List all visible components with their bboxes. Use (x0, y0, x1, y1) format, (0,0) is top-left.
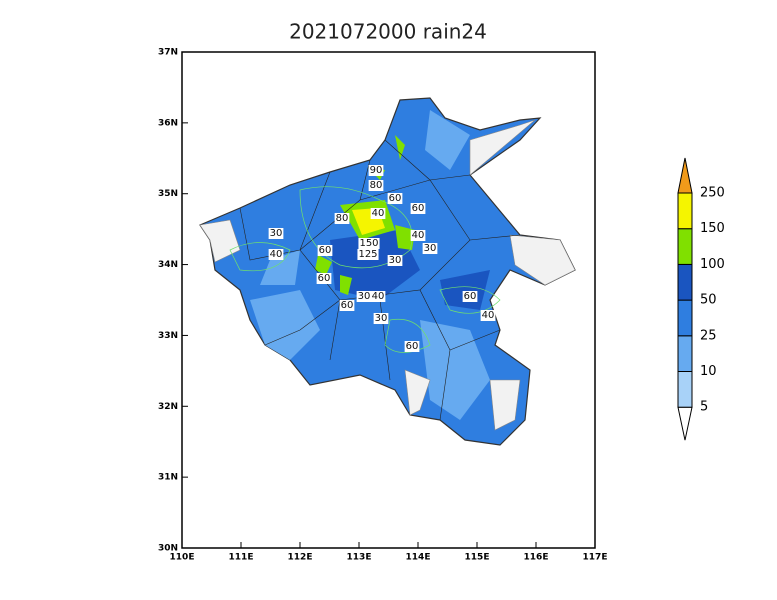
contour-label-box (357, 249, 379, 260)
contour-label: 60 (319, 245, 332, 256)
y-tick-label: 34N (158, 260, 178, 270)
contour-label: 30 (270, 228, 283, 239)
x-tick-label: 115E (465, 553, 490, 563)
colorbar-label: 150 (700, 221, 725, 236)
contour-label-box (356, 291, 372, 302)
colorbar-top-triangle (677, 157, 693, 194)
dry-areas (199, 119, 576, 431)
contour-label-box (358, 238, 380, 249)
map-frame (181, 51, 596, 549)
contour-label-box (268, 249, 284, 260)
colorbar-box (677, 263, 693, 301)
contours (229, 186, 501, 353)
contour-label: 60 (412, 203, 425, 214)
contour-label: 30 (389, 255, 402, 266)
colorbar-label: 10 (700, 364, 717, 379)
contour-label: 90 (370, 165, 383, 176)
contour-label-box (480, 310, 496, 321)
contour-label-box (422, 243, 438, 254)
y-tick-label: 37N (158, 48, 178, 58)
y-tick-label: 36N (158, 118, 178, 128)
contour-label: 30 (375, 313, 388, 324)
contour-label-box (404, 341, 420, 352)
contour-label-box (373, 313, 389, 324)
x-tick-label: 114E (406, 553, 431, 563)
colorbar-box (677, 228, 693, 265)
contour-label: 40 (372, 208, 385, 219)
y-tick-label: 32N (158, 402, 178, 412)
contour-label: 30 (358, 291, 371, 302)
contour-label-box (368, 180, 384, 191)
contour-label: 40 (270, 249, 283, 260)
colorbar-box (677, 335, 693, 372)
colorbar-box (677, 192, 693, 230)
contour-label-box (317, 245, 333, 256)
y-tick-label: 30N (158, 544, 178, 554)
contour-label-box (334, 213, 350, 224)
colorbar-bottom-triangle (677, 406, 693, 441)
contour-label: 30 (424, 243, 437, 254)
contour-label: 60 (318, 273, 331, 284)
contour-label-box (462, 291, 478, 302)
x-tick-label: 113E (347, 553, 372, 563)
contour-label-box (339, 300, 355, 311)
contour-label-box (316, 273, 332, 284)
contour-label: 40 (412, 230, 425, 241)
contour-label-box (368, 165, 384, 176)
contour-label: 60 (464, 291, 477, 302)
contour-label: 40 (372, 291, 385, 302)
contour-label: 40 (482, 310, 495, 321)
contour-label-box (387, 255, 403, 266)
contour-label-box (410, 203, 426, 214)
x-tick-label: 116E (524, 553, 549, 563)
colorbar-label: 100 (700, 257, 725, 272)
contour-label: 60 (341, 300, 354, 311)
colorbar-box (677, 299, 693, 337)
x-tick-label: 112E (288, 553, 313, 563)
light-areas (250, 110, 490, 420)
x-tick-label: 111E (229, 553, 254, 563)
contour-label: 150 (359, 238, 378, 249)
contour-label-box (370, 208, 386, 219)
colorbar-label: 25 (700, 328, 717, 343)
colorbar-label: 250 (700, 186, 725, 201)
contour-label: 60 (406, 341, 419, 352)
title: 2021072000 rain24 (289, 20, 487, 44)
y-tick-label: 35N (158, 189, 178, 199)
contour-label-box (370, 291, 386, 302)
x-tick-label: 110E (170, 553, 195, 563)
contour-label-box (268, 228, 284, 239)
y-tick-label: 33N (158, 331, 178, 341)
contour-label-box (387, 193, 403, 204)
colorbar-label: 5 (700, 400, 708, 415)
contour-label: 80 (370, 180, 383, 191)
contour-label: 80 (336, 213, 349, 224)
y-tick-label: 31N (158, 473, 178, 483)
x-tick-label: 117E (583, 553, 608, 563)
contour-label: 60 (389, 193, 402, 204)
contour-label-box (410, 230, 426, 241)
colorbar-label: 50 (700, 293, 717, 308)
colorbar-box (677, 371, 693, 408)
contour-label: 125 (358, 249, 377, 260)
colorbar: 5 10 25 50 100 150 250 (677, 157, 725, 441)
province-map (199, 97, 576, 446)
